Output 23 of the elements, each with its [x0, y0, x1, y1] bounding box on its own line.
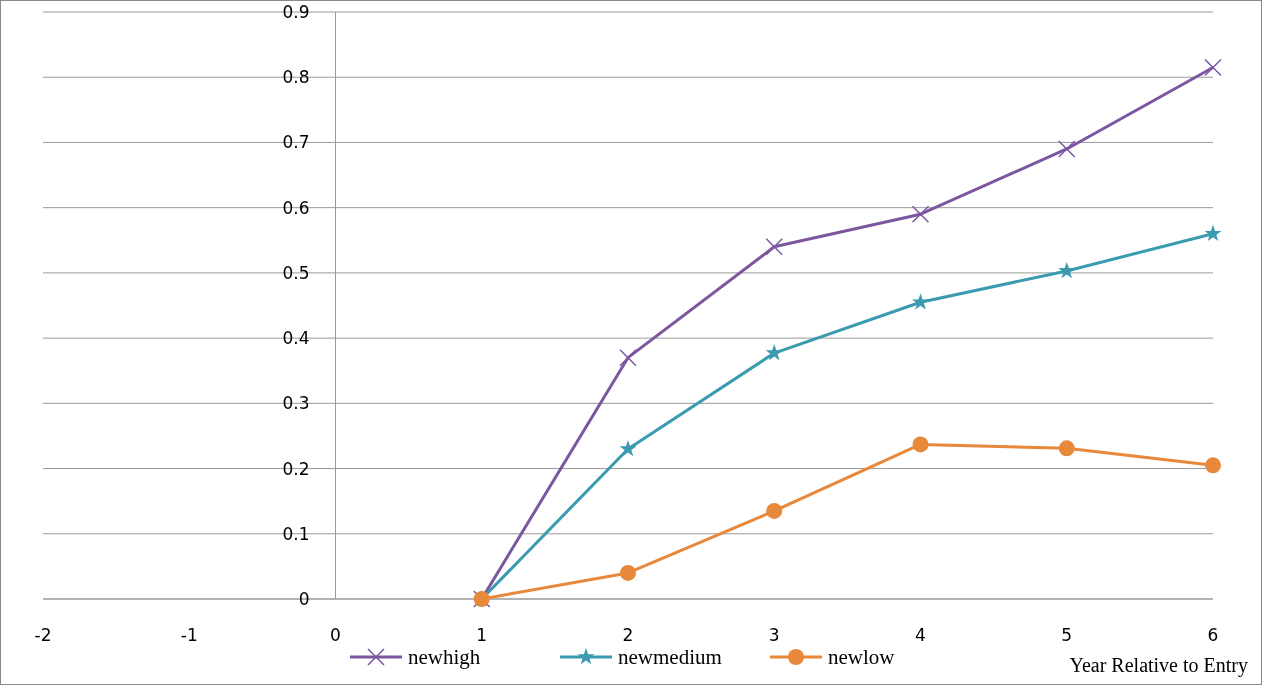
x-tick-label: 0: [330, 625, 341, 645]
x-tick-label: 6: [1207, 625, 1219, 645]
x-tick-label: -2: [34, 625, 52, 645]
x-tick-label: 1: [476, 625, 488, 645]
y-tick-label: 0.6: [282, 197, 310, 218]
y-tick-label: 0.9: [282, 1, 310, 22]
x-tick-label: 2: [622, 625, 634, 645]
legend-label: newlow: [828, 645, 896, 670]
x-axis-title: Year Relative to Entry: [1069, 654, 1248, 677]
y-tick-label: 0.5: [282, 262, 310, 283]
x-tick-label: 4: [915, 625, 926, 645]
y-tick-label: 0.7: [282, 132, 310, 153]
y-tick-label: 0.4: [282, 328, 310, 349]
y-tick-label: 0.3: [282, 393, 310, 414]
y-tick-label: 0.1: [282, 523, 310, 544]
x-tick-label: 5: [1061, 625, 1073, 645]
legend-label: newhigh: [408, 645, 481, 670]
x-tick-label: -1: [180, 625, 198, 645]
legend-label: newmedium: [618, 645, 722, 670]
y-tick-label: 0.8: [282, 67, 310, 88]
x-tick-label: 3: [768, 625, 780, 645]
y-tick-label: 0: [298, 588, 310, 609]
y-tick-label: 0.2: [282, 458, 310, 479]
